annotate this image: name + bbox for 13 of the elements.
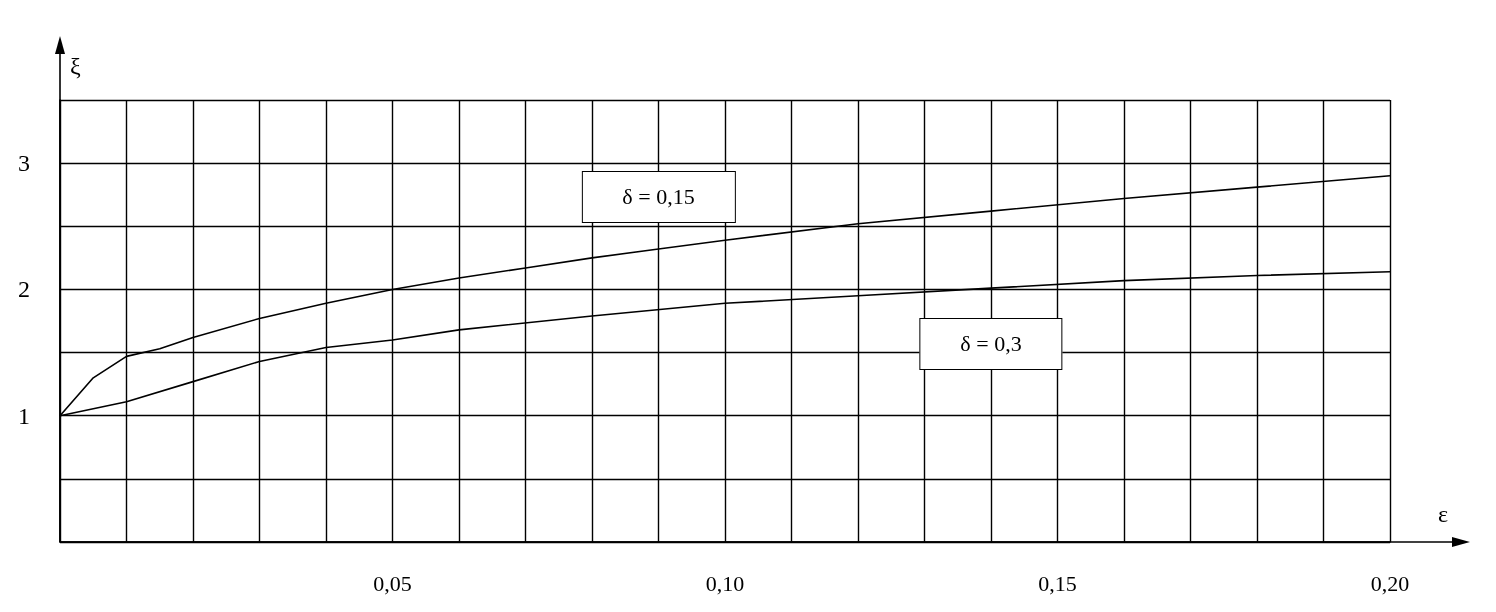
series-label: δ = 0,15	[622, 184, 695, 210]
y-tick-label: 2	[18, 276, 30, 303]
y-axis-title: ξ	[70, 53, 81, 79]
series-label: δ = 0,3	[960, 331, 1022, 357]
x-tick-label: 0,20	[1370, 570, 1410, 596]
callout-box: δ = 0,15	[581, 171, 736, 223]
y-tick-label: 3	[18, 150, 30, 177]
callout-box: δ = 0,3	[919, 318, 1063, 371]
y-tick-label: 1	[18, 402, 30, 429]
x-tick-label: 0,15	[1038, 570, 1077, 596]
x-tick-label: 0,05	[373, 570, 412, 596]
x-tick-label: 0,10	[705, 570, 745, 596]
x-axis-title: ε	[1438, 501, 1449, 527]
